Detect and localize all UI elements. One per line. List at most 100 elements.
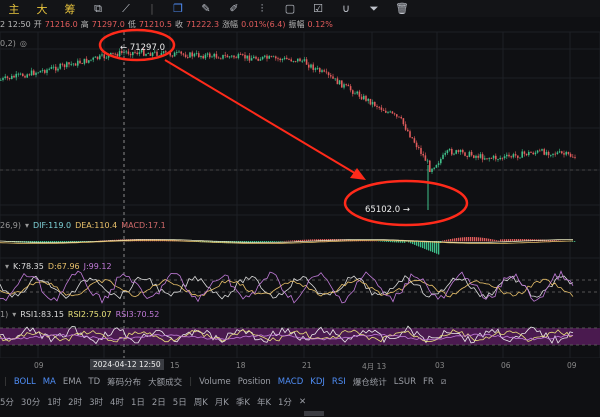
macd-bar (484, 238, 486, 242)
timeframe-11[interactable]: 季K (235, 398, 250, 408)
panel (0, 304, 600, 358)
indicator-macd[interactable]: MACD (277, 377, 304, 387)
indicator-爆仓统计[interactable]: 爆仓统计 (352, 378, 387, 388)
indicator-ma[interactable]: MA (42, 377, 56, 387)
candle (371, 101, 374, 105)
macd-bar (442, 240, 444, 242)
candle (198, 53, 200, 58)
chevron-down-icon[interactable]: ▾ (12, 310, 17, 319)
candle (541, 149, 543, 151)
timeframe-7[interactable]: 2日 (151, 398, 166, 408)
fibonacci-icon[interactable]: ⫶ (260, 1, 264, 15)
macd-bar (554, 240, 556, 242)
candle (24, 76, 26, 78)
candle (248, 55, 251, 61)
macd-bar (444, 240, 446, 242)
candle (305, 59, 308, 65)
chevron-down-icon[interactable]: ▾ (24, 221, 29, 230)
candle (501, 157, 504, 159)
candle (376, 105, 378, 107)
candle (567, 152, 570, 154)
macd-bar (482, 237, 484, 242)
timeframe-3[interactable]: 2时 (68, 398, 83, 408)
indicator-kdj[interactable]: KDJ (310, 377, 325, 387)
candle (561, 151, 563, 154)
timeframe-8[interactable]: 5日 (172, 398, 187, 408)
candle (473, 155, 475, 158)
brush-icon[interactable]: ✐ (229, 2, 239, 15)
candle (569, 153, 572, 157)
timeframe-0[interactable]: 5分 (0, 398, 14, 408)
candle (378, 106, 380, 108)
candle (22, 73, 24, 77)
annotation-circle (343, 179, 469, 227)
timeframe-4[interactable]: 3时 (89, 398, 104, 408)
candle (160, 53, 163, 56)
indicator-td[interactable]: TD (88, 377, 101, 387)
macd-bar (458, 237, 460, 242)
chevron-down-icon[interactable]: ▾ (5, 262, 10, 271)
note-icon[interactable]: ☑ (313, 2, 323, 15)
candle (437, 163, 440, 165)
timeframe-5[interactable]: 4时 (110, 398, 124, 408)
indicator-volume[interactable]: Volume (199, 377, 231, 387)
macd-bar (222, 241, 224, 244)
edit-icon[interactable]: ⧄ (440, 377, 447, 387)
eye-icon[interactable]: ◎ (19, 39, 27, 48)
lock-icon[interactable]: ▢ (284, 2, 296, 15)
candle (308, 64, 310, 68)
magnet-icon[interactable]: ∪ (341, 2, 351, 15)
candle (50, 67, 53, 69)
candle (178, 51, 180, 53)
candle (191, 52, 193, 57)
close-icon[interactable]: ✕ (298, 397, 307, 407)
candle (334, 78, 336, 80)
candle (528, 151, 530, 156)
expand-handle[interactable] (304, 411, 324, 416)
macd-bar (60, 241, 62, 244)
candle (327, 72, 330, 76)
macd-bar (448, 239, 450, 242)
candle (11, 75, 13, 79)
main-chart-toggle[interactable]: 主 (8, 2, 20, 16)
candle (57, 68, 59, 71)
indicator-筹码分布[interactable]: 筹码分布 (107, 378, 142, 388)
macd-bar (420, 241, 422, 248)
price-chart[interactable]: ← 71297.0 65102.0 → (0, 0, 600, 358)
candle (206, 53, 209, 55)
large-order-toggle[interactable]: 大 (36, 2, 48, 16)
candle (330, 75, 332, 77)
macd-bar (508, 239, 510, 242)
square-select-icon[interactable]: ❐ (173, 2, 183, 15)
candle (495, 155, 497, 160)
filter-icon[interactable]: ⏷ (369, 1, 379, 15)
candle (88, 60, 90, 63)
timeframe-10[interactable]: 月K (214, 398, 229, 408)
indicator-position[interactable]: Position (237, 377, 271, 387)
indicator-rsi[interactable]: RSI (331, 377, 346, 387)
candle (358, 91, 361, 97)
timeframe-6[interactable]: 1日 (130, 398, 145, 408)
timeframe-9[interactable]: 周K (193, 398, 208, 408)
timeframe-13[interactable]: 1分 (278, 398, 292, 408)
candle (554, 153, 556, 155)
timeframe-12[interactable]: 年K (256, 398, 272, 408)
pencil-line-icon[interactable]: ⟋ (122, 1, 130, 15)
indicator-fr[interactable]: FR (423, 377, 434, 387)
timeframe-1[interactable]: 30分 (20, 398, 41, 408)
timeframe-2[interactable]: 1时 (47, 398, 62, 408)
macd-bar (370, 240, 372, 242)
candle (294, 61, 297, 62)
crop-icon[interactable]: ⧉ (94, 1, 102, 15)
candle (220, 58, 222, 60)
indicator-lsur[interactable]: LSUR (393, 377, 417, 387)
chip-toggle[interactable]: 筹 (64, 2, 76, 16)
candle (341, 80, 343, 88)
indicator-boll[interactable]: BOLL (13, 377, 36, 387)
indicator-大额成交[interactable]: 大额成交 (148, 378, 183, 388)
indicator-ema[interactable]: EMA (62, 377, 82, 387)
candle (187, 57, 189, 58)
candle (189, 52, 191, 58)
trash-icon[interactable]: 🗑 (395, 2, 409, 15)
pen-icon[interactable]: ✎ (201, 2, 211, 15)
